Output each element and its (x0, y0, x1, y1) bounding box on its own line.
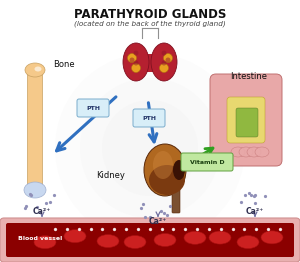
Ellipse shape (24, 182, 46, 198)
Text: (located on the back of the thyroid gland): (located on the back of the thyroid glan… (74, 20, 226, 27)
Text: PTH: PTH (86, 106, 100, 111)
Ellipse shape (231, 147, 245, 157)
Circle shape (161, 51, 166, 56)
FancyBboxPatch shape (181, 153, 233, 171)
Text: PTH: PTH (142, 116, 156, 121)
FancyBboxPatch shape (140, 54, 160, 72)
Ellipse shape (123, 43, 149, 81)
FancyBboxPatch shape (77, 99, 109, 117)
Ellipse shape (97, 234, 119, 248)
FancyBboxPatch shape (227, 97, 265, 143)
Circle shape (128, 53, 136, 63)
Ellipse shape (149, 165, 185, 195)
FancyBboxPatch shape (236, 108, 258, 137)
Circle shape (80, 78, 220, 218)
Circle shape (161, 61, 166, 66)
Text: Bone: Bone (53, 60, 75, 69)
Ellipse shape (124, 236, 146, 248)
Text: Ca²⁺: Ca²⁺ (246, 208, 264, 216)
Circle shape (130, 57, 134, 63)
Text: Kidney: Kidney (96, 171, 125, 179)
Circle shape (55, 53, 245, 243)
Ellipse shape (34, 236, 56, 249)
Text: Ca²⁺: Ca²⁺ (33, 208, 51, 216)
Ellipse shape (34, 67, 41, 72)
Text: PARATHYROID GLANDS: PARATHYROID GLANDS (74, 8, 226, 21)
Text: Intestine: Intestine (230, 72, 267, 81)
Text: Ca²⁺: Ca²⁺ (149, 217, 167, 227)
Ellipse shape (209, 231, 231, 244)
FancyBboxPatch shape (28, 74, 43, 187)
Ellipse shape (151, 43, 177, 81)
Circle shape (160, 63, 169, 73)
FancyBboxPatch shape (133, 109, 165, 127)
Ellipse shape (153, 151, 173, 179)
FancyBboxPatch shape (6, 223, 294, 257)
Text: Blood vessel: Blood vessel (18, 236, 62, 241)
Ellipse shape (239, 147, 253, 157)
Ellipse shape (25, 63, 45, 77)
Ellipse shape (247, 147, 261, 157)
Ellipse shape (237, 236, 259, 249)
Ellipse shape (261, 231, 283, 244)
Circle shape (134, 61, 139, 66)
Circle shape (102, 100, 198, 196)
FancyBboxPatch shape (210, 74, 282, 166)
Circle shape (134, 51, 139, 56)
Circle shape (131, 63, 140, 73)
Circle shape (164, 53, 172, 63)
Text: Vitamin D: Vitamin D (190, 160, 224, 165)
FancyBboxPatch shape (0, 218, 300, 262)
Ellipse shape (144, 144, 186, 196)
Ellipse shape (154, 233, 176, 247)
Ellipse shape (64, 230, 86, 243)
Ellipse shape (255, 147, 269, 157)
Ellipse shape (184, 231, 206, 244)
FancyBboxPatch shape (172, 189, 180, 213)
Circle shape (166, 57, 170, 63)
Ellipse shape (173, 160, 185, 180)
